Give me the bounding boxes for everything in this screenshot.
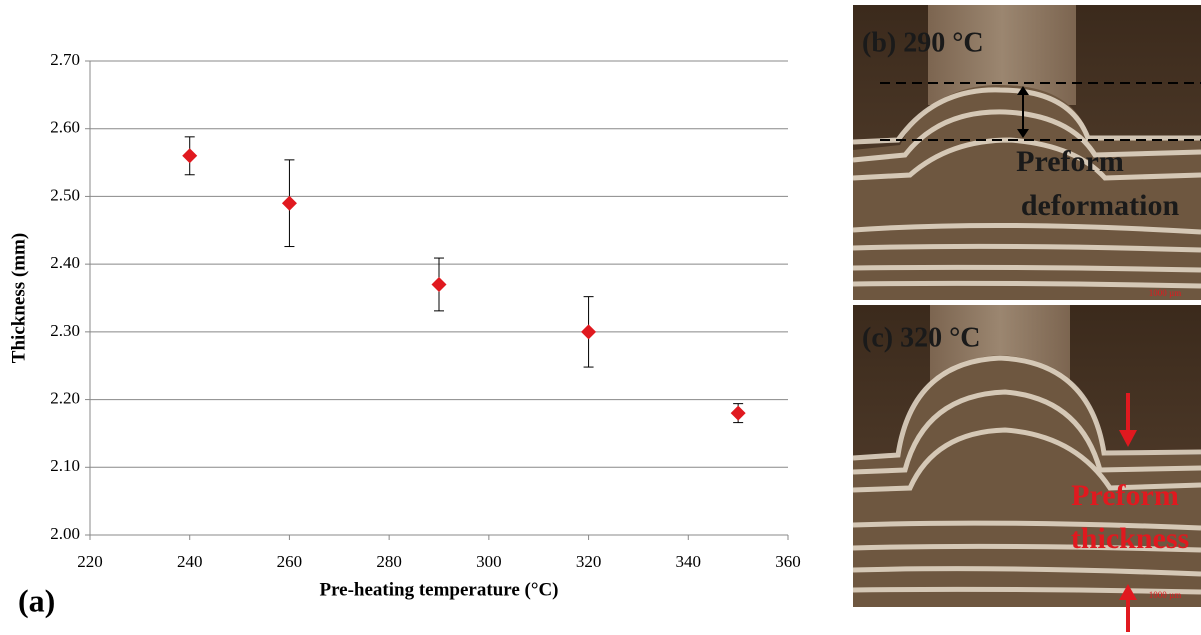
point	[281, 195, 297, 211]
scale-bar: 1000 µm	[1149, 288, 1181, 298]
micrograph-c	[852, 305, 1201, 632]
y-tick-label: 2.10	[50, 456, 80, 475]
annotation: deformation	[1021, 189, 1180, 222]
x-tick-label: 320	[576, 552, 602, 571]
x-tick-label: 360	[775, 552, 801, 571]
panel-label: (a)	[18, 582, 55, 618]
x-tick-label: 260	[277, 552, 303, 571]
panel-label: (c) 320 °C	[862, 322, 981, 353]
x-tick-label: 300	[476, 552, 502, 571]
y-tick-label: 2.00	[50, 524, 80, 543]
y-tick-label: 2.60	[50, 118, 80, 137]
scale-bar: 1000 µm	[1149, 590, 1181, 600]
y-tick-label: 2.70	[50, 50, 80, 69]
x-tick-label: 240	[177, 552, 203, 571]
x-axis-title: Pre-heating temperature (°C)	[319, 579, 558, 600]
panel-label: (b) 290 °C	[862, 27, 984, 58]
x-tick-label: 220	[77, 552, 103, 571]
annotation: thickness	[1071, 522, 1189, 555]
x-tick-label: 340	[676, 552, 702, 571]
y-axis-title: Thickness (mm)	[8, 233, 29, 363]
annotation: Preform	[1071, 479, 1179, 512]
micrograph-b	[852, 5, 1201, 300]
point	[182, 148, 198, 164]
y-tick-label: 2.40	[50, 253, 80, 272]
y-tick-label: 2.20	[50, 388, 80, 407]
x-tick-label: 280	[376, 552, 402, 571]
y-tick-label: 2.50	[50, 185, 80, 204]
point	[730, 405, 746, 421]
y-tick-label: 2.30	[50, 321, 80, 340]
point	[431, 276, 447, 292]
point	[581, 324, 597, 340]
annotation: Preform	[1016, 145, 1124, 178]
